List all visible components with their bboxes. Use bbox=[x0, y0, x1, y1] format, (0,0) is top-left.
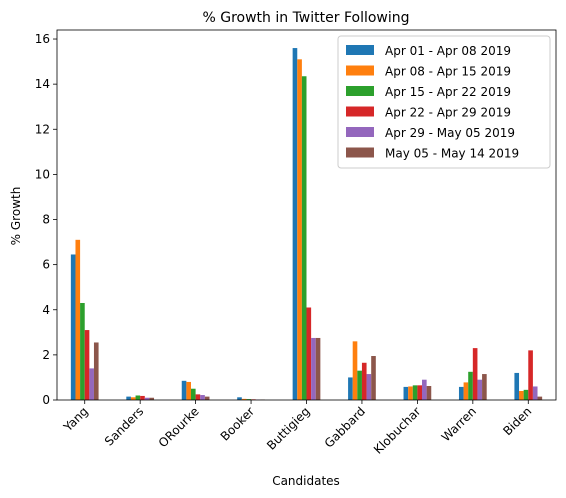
bars-group bbox=[70, 48, 543, 401]
bar-yang-series-5 bbox=[89, 368, 94, 400]
bar-gabbard-series-5 bbox=[366, 374, 372, 400]
y-tick-label: 16 bbox=[35, 32, 50, 46]
x-tick-label-buttigieg: Buttigieg bbox=[264, 404, 312, 452]
legend-swatch-3 bbox=[346, 86, 374, 96]
bar-klobuchar-series-6 bbox=[426, 386, 432, 400]
bar-booker-series-3 bbox=[246, 399, 252, 400]
bar-biden-series-4 bbox=[528, 350, 533, 400]
legend: Apr 01 - Apr 08 2019 Apr 08 - Apr 15 2019… bbox=[337, 35, 551, 169]
bar-biden-series-5 bbox=[532, 386, 538, 400]
bar-orourke-series-3 bbox=[190, 388, 196, 400]
bar-klobuchar-series-2 bbox=[408, 386, 413, 400]
bar-orourke-series-4 bbox=[195, 394, 201, 400]
bar-klobuchar-series-5 bbox=[422, 379, 427, 400]
legend-swatch-5 bbox=[346, 127, 374, 137]
bar-gabbard-series-3 bbox=[357, 370, 362, 400]
bar-buttigieg-series-3 bbox=[301, 76, 307, 400]
chart-title: % Growth in Twitter Following bbox=[202, 10, 409, 26]
bar-gabbard-series-1 bbox=[348, 377, 353, 400]
x-axis-label: Candidates bbox=[272, 474, 340, 488]
bar-klobuchar-series-3 bbox=[412, 385, 418, 400]
y-tick-label: 10 bbox=[35, 167, 50, 181]
x-tick-label-booker: Booker bbox=[218, 404, 257, 443]
bar-sanders-series-2 bbox=[130, 397, 136, 400]
legend-label-6: May 05 - May 14 2019 bbox=[385, 147, 519, 161]
bar-sanders-series-3 bbox=[135, 395, 141, 400]
y-tick-label: 8 bbox=[42, 213, 50, 227]
bar-buttigieg-series-2 bbox=[297, 59, 302, 400]
bar-yang-series-2 bbox=[75, 239, 81, 400]
bar-klobuchar-series-1 bbox=[403, 386, 409, 400]
bar-buttigieg-series-6 bbox=[315, 337, 321, 400]
bar-biden-series-6 bbox=[537, 396, 543, 400]
bar-klobuchar-series-4 bbox=[417, 385, 423, 400]
legend-box bbox=[337, 35, 551, 169]
legend-label-1: Apr 01 - Apr 08 2019 bbox=[385, 44, 511, 58]
bar-warren-series-4 bbox=[472, 348, 478, 400]
y-tick-label: 12 bbox=[35, 122, 50, 136]
legend-swatch-4 bbox=[346, 106, 374, 117]
x-tick-label-gabbard: Gabbard bbox=[322, 404, 368, 450]
x-tick-label-sanders: Sanders bbox=[102, 404, 146, 448]
legend-label-5: Apr 29 - May 05 2019 bbox=[385, 126, 515, 140]
legend-swatch-6 bbox=[346, 147, 374, 158]
legend-swatch-1 bbox=[346, 45, 374, 55]
bar-warren-series-1 bbox=[458, 386, 464, 400]
bar-sanders-series-5 bbox=[144, 397, 150, 400]
y-tick-label: 14 bbox=[35, 77, 50, 91]
y-tick-label: 2 bbox=[42, 348, 50, 362]
bar-orourke-series-6 bbox=[204, 396, 210, 400]
bar-booker-series-1 bbox=[237, 397, 242, 400]
bar-buttigieg-series-1 bbox=[292, 48, 298, 401]
bar-orourke-series-1 bbox=[181, 380, 187, 400]
bar-booker-series-2 bbox=[241, 398, 247, 400]
x-tick-label-orourke: ORourke bbox=[156, 404, 202, 450]
bar-biden-series-3 bbox=[523, 389, 529, 400]
legend-label-2: Apr 08 - Apr 15 2019 bbox=[385, 65, 511, 79]
bar-yang-series-1 bbox=[70, 254, 76, 400]
bar-yang-series-4 bbox=[84, 330, 90, 400]
y-tick-label: 6 bbox=[42, 258, 50, 272]
bar-warren-series-5 bbox=[477, 379, 483, 400]
bar-gabbard-series-2 bbox=[352, 341, 358, 400]
legend-swatch-2 bbox=[346, 65, 374, 76]
x-tick-label-biden: Biden bbox=[500, 404, 534, 438]
bar-orourke-series-5 bbox=[200, 395, 205, 400]
bar-orourke-series-2 bbox=[186, 381, 191, 400]
y-tick-label: 4 bbox=[42, 303, 50, 317]
x-tick-label-klobuchar: Klobuchar bbox=[371, 404, 424, 457]
bar-buttigieg-series-4 bbox=[306, 307, 312, 400]
bar-buttigieg-series-5 bbox=[311, 337, 316, 400]
y-axis-label: % Growth bbox=[9, 187, 23, 246]
bar-sanders-series-1 bbox=[126, 396, 131, 400]
legend-label-4: Apr 22 - Apr 29 2019 bbox=[385, 106, 511, 120]
bar-sanders-series-6 bbox=[149, 397, 155, 400]
bar-biden-series-2 bbox=[519, 390, 524, 400]
bar-gabbard-series-4 bbox=[361, 362, 367, 400]
bar-warren-series-6 bbox=[482, 374, 487, 400]
x-tick-label-yang: Yang bbox=[60, 404, 91, 435]
y-tick-label: 0 bbox=[42, 393, 50, 407]
bar-warren-series-2 bbox=[463, 382, 469, 400]
bar-yang-series-3 bbox=[80, 302, 85, 400]
legend-label-3: Apr 15 - Apr 22 2019 bbox=[385, 85, 511, 99]
bar-warren-series-3 bbox=[468, 371, 473, 400]
bar-sanders-series-4 bbox=[140, 395, 145, 400]
bar-gabbard-series-6 bbox=[371, 356, 376, 400]
bar-biden-series-1 bbox=[514, 372, 520, 400]
bar-yang-series-6 bbox=[93, 342, 99, 400]
x-tick-label-warren: Warren bbox=[439, 404, 479, 444]
